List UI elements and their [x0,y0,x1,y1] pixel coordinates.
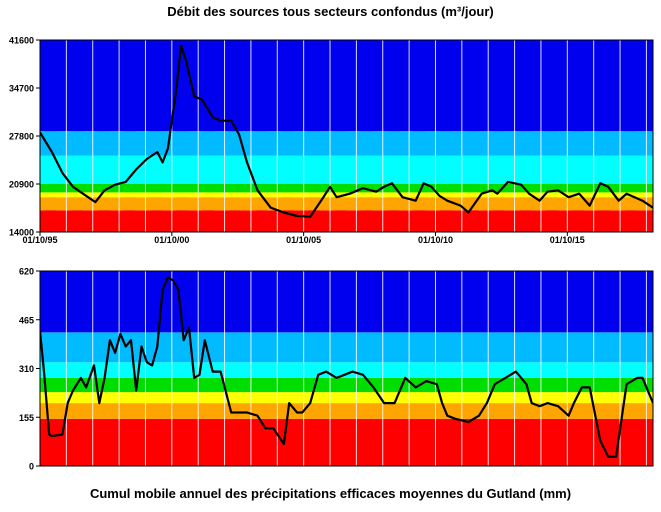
y-tick-label: 14000 [9,228,34,238]
y-tick-label: 20900 [9,180,34,190]
chart-panel-2: 620 465 310 155 0 [19,267,654,472]
band-4 [40,377,653,393]
y-tick-label: 465 [19,315,34,325]
plot-area [40,40,653,232]
band-7 [40,40,653,132]
band-2 [40,403,653,419]
y-tick-label: 41600 [9,36,34,46]
chart-title-flow: Débit des sources tous secteurs confondu… [167,4,494,19]
series-line-1 [40,44,653,218]
chart-title-precipitation: Cumul mobile annuel des précipitations e… [89,486,572,501]
band-3 [40,392,653,404]
y-tick-label: 34700 [9,84,34,94]
y-tick-label: 155 [19,413,34,423]
x-tick-label: 01/10/00 [154,235,189,245]
x-tick-label: 01/10/05 [286,235,321,245]
plot-area [40,271,653,466]
y-tick-label: 620 [19,267,34,277]
band-1 [40,418,653,466]
y-tick-label: 27800 [9,132,34,142]
band-7 [40,271,653,333]
y-tick-label: 310 [19,364,34,374]
x-tick-label: 01/10/15 [550,235,585,245]
x-tick-label: 01/10/95 [22,235,57,245]
x-tick-label: 01/10/10 [418,235,453,245]
series-line-1 [40,276,653,458]
band-5 [40,362,653,378]
y-tick-label: 0 [29,462,34,472]
